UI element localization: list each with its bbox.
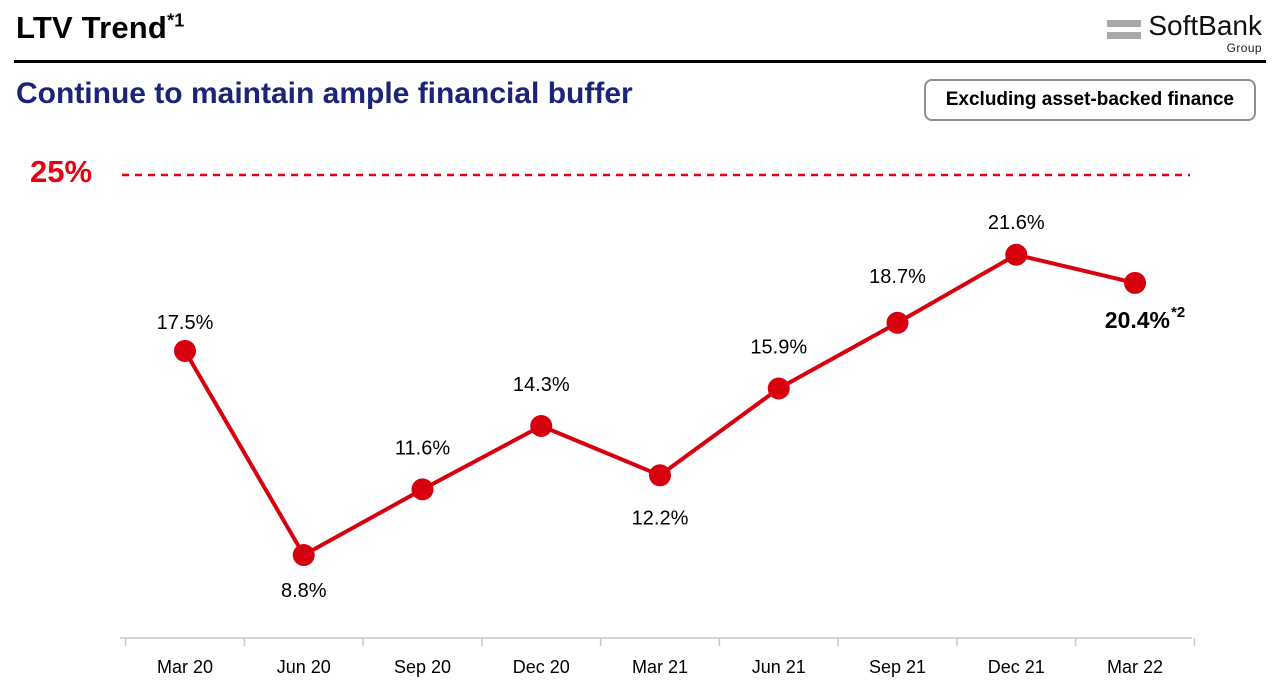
softbank-logo-mark-icon xyxy=(1107,12,1142,39)
data-label: 8.8% xyxy=(281,580,327,602)
logo-sub: Group xyxy=(1226,41,1262,55)
data-point xyxy=(767,377,790,400)
data-label: 11.6% xyxy=(395,437,450,459)
data-point xyxy=(1005,243,1028,266)
x-tick-label: Mar 22 xyxy=(1107,657,1163,677)
softbank-logo: SoftBank Group xyxy=(1107,10,1262,54)
data-point xyxy=(174,339,196,362)
x-tick-label: Sep 21 xyxy=(869,657,926,677)
data-label: 12.2% xyxy=(632,507,689,529)
ltv-trend-chart: 25% 17.5% 8.8% 11.6% 14.3% 12.2% 15.9% 18.7% 21… xyxy=(0,140,1280,697)
slide-header: LTV Trend*1 SoftBank Group xyxy=(0,0,1280,60)
data-point xyxy=(530,415,553,438)
data-point xyxy=(411,478,434,501)
data-label: 20.4%*2 xyxy=(1105,304,1185,333)
subtitle-row: Continue to maintain ample financial buf… xyxy=(0,63,1280,140)
data-point xyxy=(1124,271,1146,294)
page-title-text: LTV Trend xyxy=(16,10,168,45)
x-tick-label: Jun 21 xyxy=(752,657,806,677)
scope-note-badge: Excluding asset-backed finance xyxy=(923,79,1256,121)
slide-message: Continue to maintain ample financial buf… xyxy=(16,77,633,110)
softbank-logo-text: SoftBank Group xyxy=(1148,10,1262,55)
x-tick-label: Dec 21 xyxy=(988,657,1045,677)
data-label: 18.7% xyxy=(869,266,926,288)
data-point xyxy=(649,464,671,487)
x-tick-label: Mar 20 xyxy=(157,657,213,677)
data-point xyxy=(292,544,315,567)
data-label: 15.9% xyxy=(750,336,807,358)
data-point xyxy=(886,311,909,334)
footnote-ref: *2 xyxy=(1171,304,1185,321)
page-title-footnote-ref: *1 xyxy=(167,10,185,31)
data-label: 14.3% xyxy=(513,374,570,396)
data-label: 21.6% xyxy=(988,212,1045,234)
line-chart-svg: 17.5% 8.8% 11.6% 14.3% 12.2% 15.9% 18.7% 21.6% 2… xyxy=(120,173,1196,677)
threshold-label: 25% xyxy=(30,154,93,189)
data-label: 17.5% xyxy=(157,312,214,334)
x-tick-label: Jun 20 xyxy=(277,657,331,677)
x-tick-label: Mar 21 xyxy=(632,657,688,677)
logo-name: SoftBank xyxy=(1148,10,1262,41)
x-tick-label: Sep 20 xyxy=(394,657,451,677)
header-divider xyxy=(14,60,1266,63)
page-title: LTV Trend*1 xyxy=(16,10,185,46)
x-tick-label: Dec 20 xyxy=(513,657,570,677)
